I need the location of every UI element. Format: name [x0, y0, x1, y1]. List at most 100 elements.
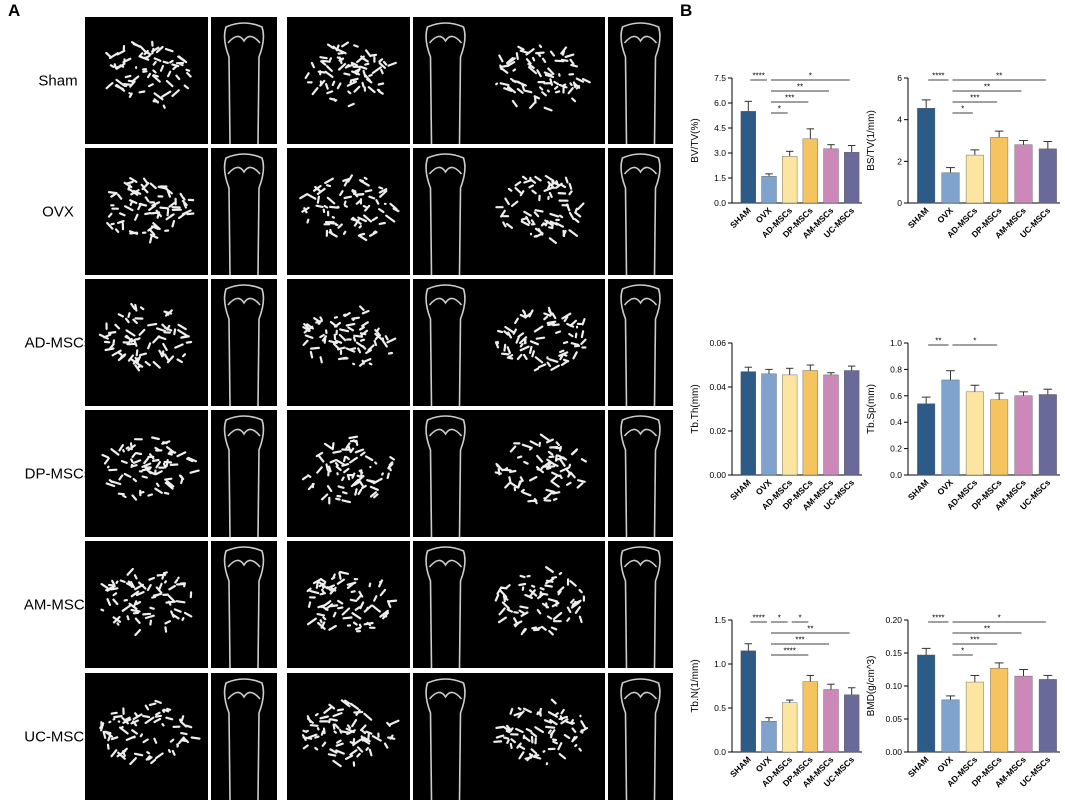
bar [782, 702, 798, 753]
significance-label: * [998, 614, 1001, 623]
femur-outline [425, 153, 466, 276]
y-axis-label: Tb.Sp(mm) [866, 384, 877, 434]
y-tick-label: 0.00 [885, 747, 902, 757]
significance-label: * [973, 337, 976, 346]
trabecular-bone [494, 306, 587, 372]
y-tick-label: 0.05 [885, 714, 902, 724]
ct-image [287, 541, 410, 668]
ct-image [211, 279, 277, 406]
bar [965, 681, 984, 753]
ct-image [211, 673, 277, 800]
trabecular-bone [495, 174, 585, 244]
femur-outline [620, 153, 661, 276]
bar [917, 108, 936, 204]
y-tick-label: 0.06 [709, 338, 726, 348]
trabecular-bone [98, 302, 193, 372]
trabecular-bone [301, 435, 395, 505]
x-tick-label: SHAM [906, 477, 931, 502]
femur-outline [223, 678, 265, 801]
bar [990, 399, 1009, 476]
bar [941, 699, 960, 753]
femur-outline [223, 546, 265, 669]
y-tick-label: 7.5 [714, 73, 726, 83]
bar [740, 111, 756, 204]
significance-label: *** [795, 636, 804, 645]
bar [802, 370, 818, 476]
y-axis-label: Tb.Th(mm) [690, 384, 701, 433]
bar [823, 689, 839, 753]
femur-outline [620, 678, 661, 801]
bar [1014, 675, 1033, 753]
y-tick-label: 6.0 [714, 98, 726, 108]
bar [1038, 148, 1057, 204]
trabecular-bone [106, 177, 195, 244]
femur-outline [620, 22, 661, 145]
femur-outline [425, 22, 466, 145]
ct-image [85, 541, 208, 668]
y-tick-label: 1.0 [890, 338, 902, 348]
bar [941, 172, 960, 204]
trabecular-bone [494, 566, 585, 636]
ct-image [287, 17, 410, 144]
trabecular-bone [494, 433, 587, 505]
x-tick-label: SHAM [728, 477, 753, 502]
significance-label: ** [984, 625, 990, 634]
bar [844, 694, 860, 753]
y-tick-label: 4.5 [714, 123, 726, 133]
ct-image [211, 148, 277, 275]
y-tick-label: 0.0 [890, 470, 902, 480]
y-tick-label: 0.10 [885, 681, 902, 691]
trabecular-bone [99, 699, 201, 766]
row-label: OVX [42, 204, 74, 221]
ct-image [85, 410, 208, 537]
x-tick-label: SHAM [906, 754, 931, 779]
panel-label: A [8, 1, 20, 20]
significance-label: **** [752, 614, 764, 623]
row-label: UC-MSCs [24, 729, 92, 746]
x-tick-label: SHAM [728, 205, 753, 230]
significance-label: ** [935, 337, 941, 346]
bar [844, 370, 860, 476]
significance-label: * [961, 647, 964, 656]
y-tick-label: 3.0 [714, 148, 726, 158]
y-tick-label: 0.5 [714, 703, 726, 713]
y-axis-label: BV/TV(%) [690, 118, 701, 162]
ct-image [85, 673, 208, 800]
significance-label: *** [785, 94, 794, 103]
trabecular-bone [100, 567, 193, 637]
trabecular-bone [306, 570, 398, 633]
bar [965, 154, 984, 204]
y-tick-label: 0 [897, 198, 902, 208]
significance-label: * [809, 72, 812, 81]
x-tick-label: SHAM [906, 205, 931, 230]
ct-image [608, 279, 673, 406]
x-tick-label: OVX [935, 754, 955, 774]
ct-image [608, 541, 673, 668]
trabecular-bone [302, 305, 397, 367]
femur-outline [425, 415, 466, 538]
significance-label: ** [996, 72, 1002, 81]
ct-image [413, 673, 478, 800]
ct-image [211, 410, 277, 537]
significance-label: ** [807, 625, 813, 634]
y-tick-label: 4 [897, 115, 902, 125]
bar [990, 137, 1009, 204]
y-tick-label: 0.8 [890, 364, 902, 374]
femur-outline [620, 415, 661, 538]
ct-image [608, 410, 673, 537]
row-label: AD-MSCs [25, 335, 92, 352]
bar [1014, 395, 1033, 476]
bar [823, 374, 839, 476]
y-tick-label: 6 [897, 73, 902, 83]
bar [1038, 679, 1057, 753]
ct-image [287, 148, 410, 275]
row-label: AM-MSCs [24, 597, 92, 614]
bar [782, 374, 798, 476]
bar [917, 403, 936, 476]
y-axis-label: BS/TV(1/mm) [866, 110, 877, 171]
significance-label: *** [970, 636, 979, 645]
y-tick-label: 1.0 [714, 659, 726, 669]
femur-outline [223, 153, 265, 276]
y-tick-label: 0.0 [714, 198, 726, 208]
significance-label: *** [970, 94, 979, 103]
